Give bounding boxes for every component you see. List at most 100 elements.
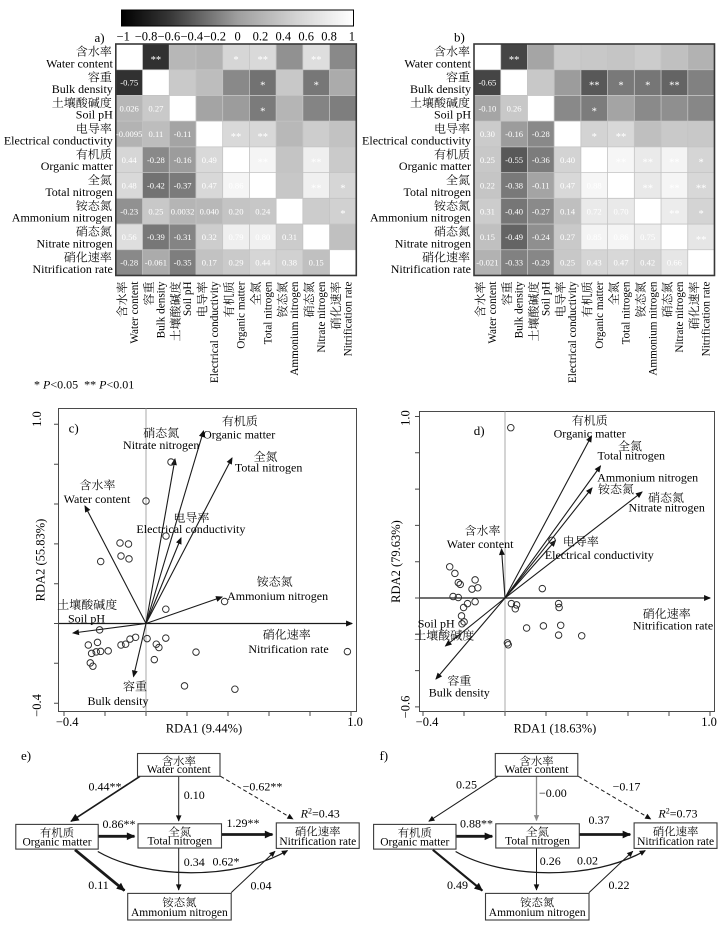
svg-text:0.29: 0.29 <box>228 258 243 268</box>
svg-text:Nitrate nitrogen: Nitrate nitrogen <box>629 501 705 515</box>
svg-text:0.04: 0.04 <box>251 878 272 892</box>
svg-text:**: ** <box>669 158 680 169</box>
svg-text:*: * <box>645 81 650 92</box>
svg-text:*: * <box>698 209 703 220</box>
svg-text:Water content: Water content <box>129 281 141 344</box>
svg-text:0.2: 0.2 <box>253 30 269 44</box>
svg-text:-0.39: -0.39 <box>147 232 165 242</box>
svg-text:Nitrification rate: Nitrification rate <box>248 642 328 656</box>
svg-text:Soil pH: Soil pH <box>418 617 455 631</box>
svg-text:0.49: 0.49 <box>447 878 468 892</box>
svg-text:0.26: 0.26 <box>507 103 523 113</box>
svg-text:0.0032: 0.0032 <box>171 206 195 216</box>
svg-text:RDA2 (79.63%): RDA2 (79.63%) <box>389 520 403 603</box>
svg-text:**: ** <box>696 184 707 195</box>
svg-text:Nitrate nitrogen: Nitrate nitrogen <box>674 281 686 353</box>
svg-text:0.44: 0.44 <box>255 258 271 268</box>
svg-text:0.11: 0.11 <box>88 878 109 892</box>
svg-text:Water content: Water content <box>147 764 212 776</box>
svg-text:0.56: 0.56 <box>122 232 138 242</box>
svg-text:0.026: 0.026 <box>120 103 140 113</box>
svg-text:-0.33: -0.33 <box>505 258 523 268</box>
svg-text:Bulk density: Bulk density <box>87 694 148 708</box>
svg-text:0.86: 0.86 <box>613 232 629 242</box>
svg-text:0.86**: 0.86** <box>103 817 136 831</box>
svg-text:0.34: 0.34 <box>184 855 205 869</box>
svg-text:−0.62**: −0.62** <box>243 780 283 794</box>
svg-text:**: ** <box>258 132 269 143</box>
svg-text:Total nitrogen: Total nitrogen <box>262 281 274 344</box>
svg-text:*: * <box>340 209 345 220</box>
svg-text:−0.4: −0.4 <box>416 715 439 729</box>
svg-text:0.40: 0.40 <box>560 155 575 165</box>
svg-text:0.22: 0.22 <box>609 878 630 892</box>
svg-text:Nitrate nitrogen: Nitrate nitrogen <box>36 236 112 250</box>
svg-text:**: ** <box>311 184 322 195</box>
svg-text:Soil pH: Soil pH <box>76 108 113 122</box>
svg-text:0.25: 0.25 <box>560 258 575 268</box>
svg-text:-0.28: -0.28 <box>120 258 138 268</box>
svg-text:R2=0.43: R2=0.43 <box>300 807 340 821</box>
svg-text:Organic matter: Organic matter <box>203 427 275 441</box>
svg-text:f): f) <box>379 748 388 763</box>
svg-text:-0.10: -0.10 <box>478 103 496 113</box>
svg-text:Total nitrogen: Total nitrogen <box>621 281 633 344</box>
svg-text:Ammonium nitrogen: Ammonium nitrogen <box>647 281 659 376</box>
svg-text:0.20: 0.20 <box>228 206 243 216</box>
svg-text:0.6: 0.6 <box>298 30 314 44</box>
svg-text:-0.29: -0.29 <box>532 258 550 268</box>
svg-text:**: ** <box>669 81 680 92</box>
svg-text:1: 1 <box>349 30 355 44</box>
svg-text:Nitrification rate: Nitrification rate <box>391 262 471 276</box>
svg-text:d): d) <box>474 423 485 438</box>
svg-text:Organic matter: Organic matter <box>41 159 113 173</box>
svg-text:Soil pH: Soil pH <box>182 282 194 317</box>
svg-text:Bulk density: Bulk density <box>410 82 471 96</box>
svg-text:a): a) <box>95 30 105 45</box>
svg-text:**: ** <box>311 158 322 169</box>
svg-text:0.8: 0.8 <box>321 30 337 44</box>
svg-text:Electrical conductivity: Electrical conductivity <box>4 133 113 147</box>
svg-text:0.14: 0.14 <box>560 206 576 216</box>
svg-text:-0.28: -0.28 <box>532 129 550 139</box>
svg-text:1.0: 1.0 <box>399 410 413 426</box>
svg-text:0.15: 0.15 <box>309 258 324 268</box>
svg-text:Soil pH: Soil pH <box>540 282 552 317</box>
svg-text:**: ** <box>509 55 520 66</box>
svg-text:0.27: 0.27 <box>560 232 576 242</box>
svg-text:0.15: 0.15 <box>480 232 495 242</box>
svg-text:*: * <box>314 81 319 92</box>
svg-text:Organic matter: Organic matter <box>22 837 91 849</box>
svg-text:1.0: 1.0 <box>701 715 717 729</box>
svg-text:Organic matter: Organic matter <box>554 427 626 441</box>
svg-text:Ammonium nitrogen: Ammonium nitrogen <box>227 589 328 603</box>
svg-text:**: ** <box>258 55 269 66</box>
svg-text:-0.11: -0.11 <box>532 181 550 191</box>
svg-text:**: ** <box>669 209 680 220</box>
svg-text:0.88**: 0.88** <box>460 816 493 830</box>
svg-text:Bulk density: Bulk density <box>156 281 168 338</box>
svg-text:Organic matter: Organic matter <box>380 837 449 849</box>
svg-text:RDA1 (18.63%): RDA1 (18.63%) <box>514 721 597 735</box>
svg-text:0.47: 0.47 <box>202 181 218 191</box>
svg-text:Ammonium nitrogen: Ammonium nitrogen <box>12 211 113 225</box>
svg-text:−0.4: −0.4 <box>30 693 44 716</box>
svg-text:0.27: 0.27 <box>148 103 164 113</box>
svg-text:Total nitrogen: Total nitrogen <box>45 185 112 199</box>
svg-text:−0.00: −0.00 <box>539 786 567 800</box>
svg-text:0.49: 0.49 <box>202 155 217 165</box>
svg-text:Total nitrogen: Total nitrogen <box>147 836 212 848</box>
svg-text:Water content: Water content <box>64 492 131 506</box>
svg-text:0.47: 0.47 <box>560 181 576 191</box>
svg-text:-0.65: -0.65 <box>478 78 496 88</box>
svg-text:-0.11: -0.11 <box>174 129 192 139</box>
svg-text:0.25: 0.25 <box>148 206 163 216</box>
svg-text:−0.8: −0.8 <box>135 30 158 44</box>
svg-text:Electrical conductivity: Electrical conductivity <box>209 281 221 383</box>
svg-text:-0.16: -0.16 <box>174 155 193 165</box>
svg-text:-0.28: -0.28 <box>147 155 165 165</box>
svg-text:RDA1 (9.44%): RDA1 (9.44%) <box>166 721 242 735</box>
svg-text:Water content: Water content <box>46 56 113 70</box>
svg-text:Nitrification rate: Nitrification rate <box>33 262 113 276</box>
svg-text:Bulk density: Bulk density <box>429 686 490 700</box>
